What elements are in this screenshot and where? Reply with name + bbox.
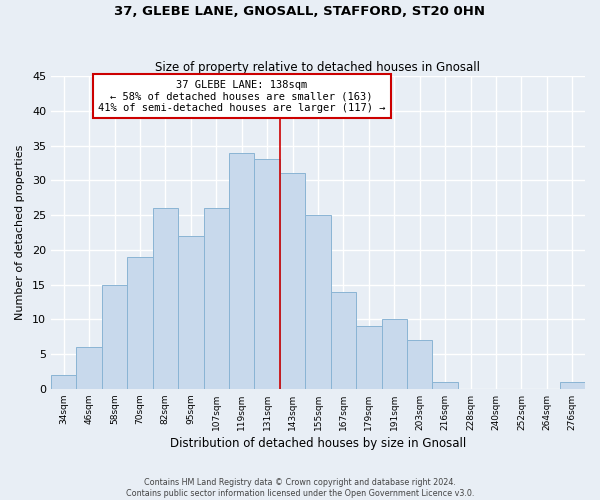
Bar	[51, 375, 76, 389]
Bar	[407, 340, 433, 389]
Y-axis label: Number of detached properties: Number of detached properties	[15, 145, 25, 320]
Bar	[280, 174, 305, 389]
Bar	[127, 257, 152, 389]
Text: 37, GLEBE LANE, GNOSALL, STAFFORD, ST20 0HN: 37, GLEBE LANE, GNOSALL, STAFFORD, ST20 …	[115, 5, 485, 18]
Bar	[560, 382, 585, 389]
Bar	[178, 236, 203, 389]
Bar	[229, 152, 254, 389]
Bar	[382, 320, 407, 389]
Bar	[433, 382, 458, 389]
Bar	[203, 208, 229, 389]
Bar	[102, 284, 127, 389]
Bar	[76, 347, 102, 389]
Bar	[356, 326, 382, 389]
Text: 37 GLEBE LANE: 138sqm
← 58% of detached houses are smaller (163)
41% of semi-det: 37 GLEBE LANE: 138sqm ← 58% of detached …	[98, 80, 385, 112]
Text: Contains HM Land Registry data © Crown copyright and database right 2024.
Contai: Contains HM Land Registry data © Crown c…	[126, 478, 474, 498]
X-axis label: Distribution of detached houses by size in Gnosall: Distribution of detached houses by size …	[170, 437, 466, 450]
Title: Size of property relative to detached houses in Gnosall: Size of property relative to detached ho…	[155, 60, 481, 74]
Bar	[254, 160, 280, 389]
Bar	[331, 292, 356, 389]
Bar	[152, 208, 178, 389]
Bar	[305, 215, 331, 389]
